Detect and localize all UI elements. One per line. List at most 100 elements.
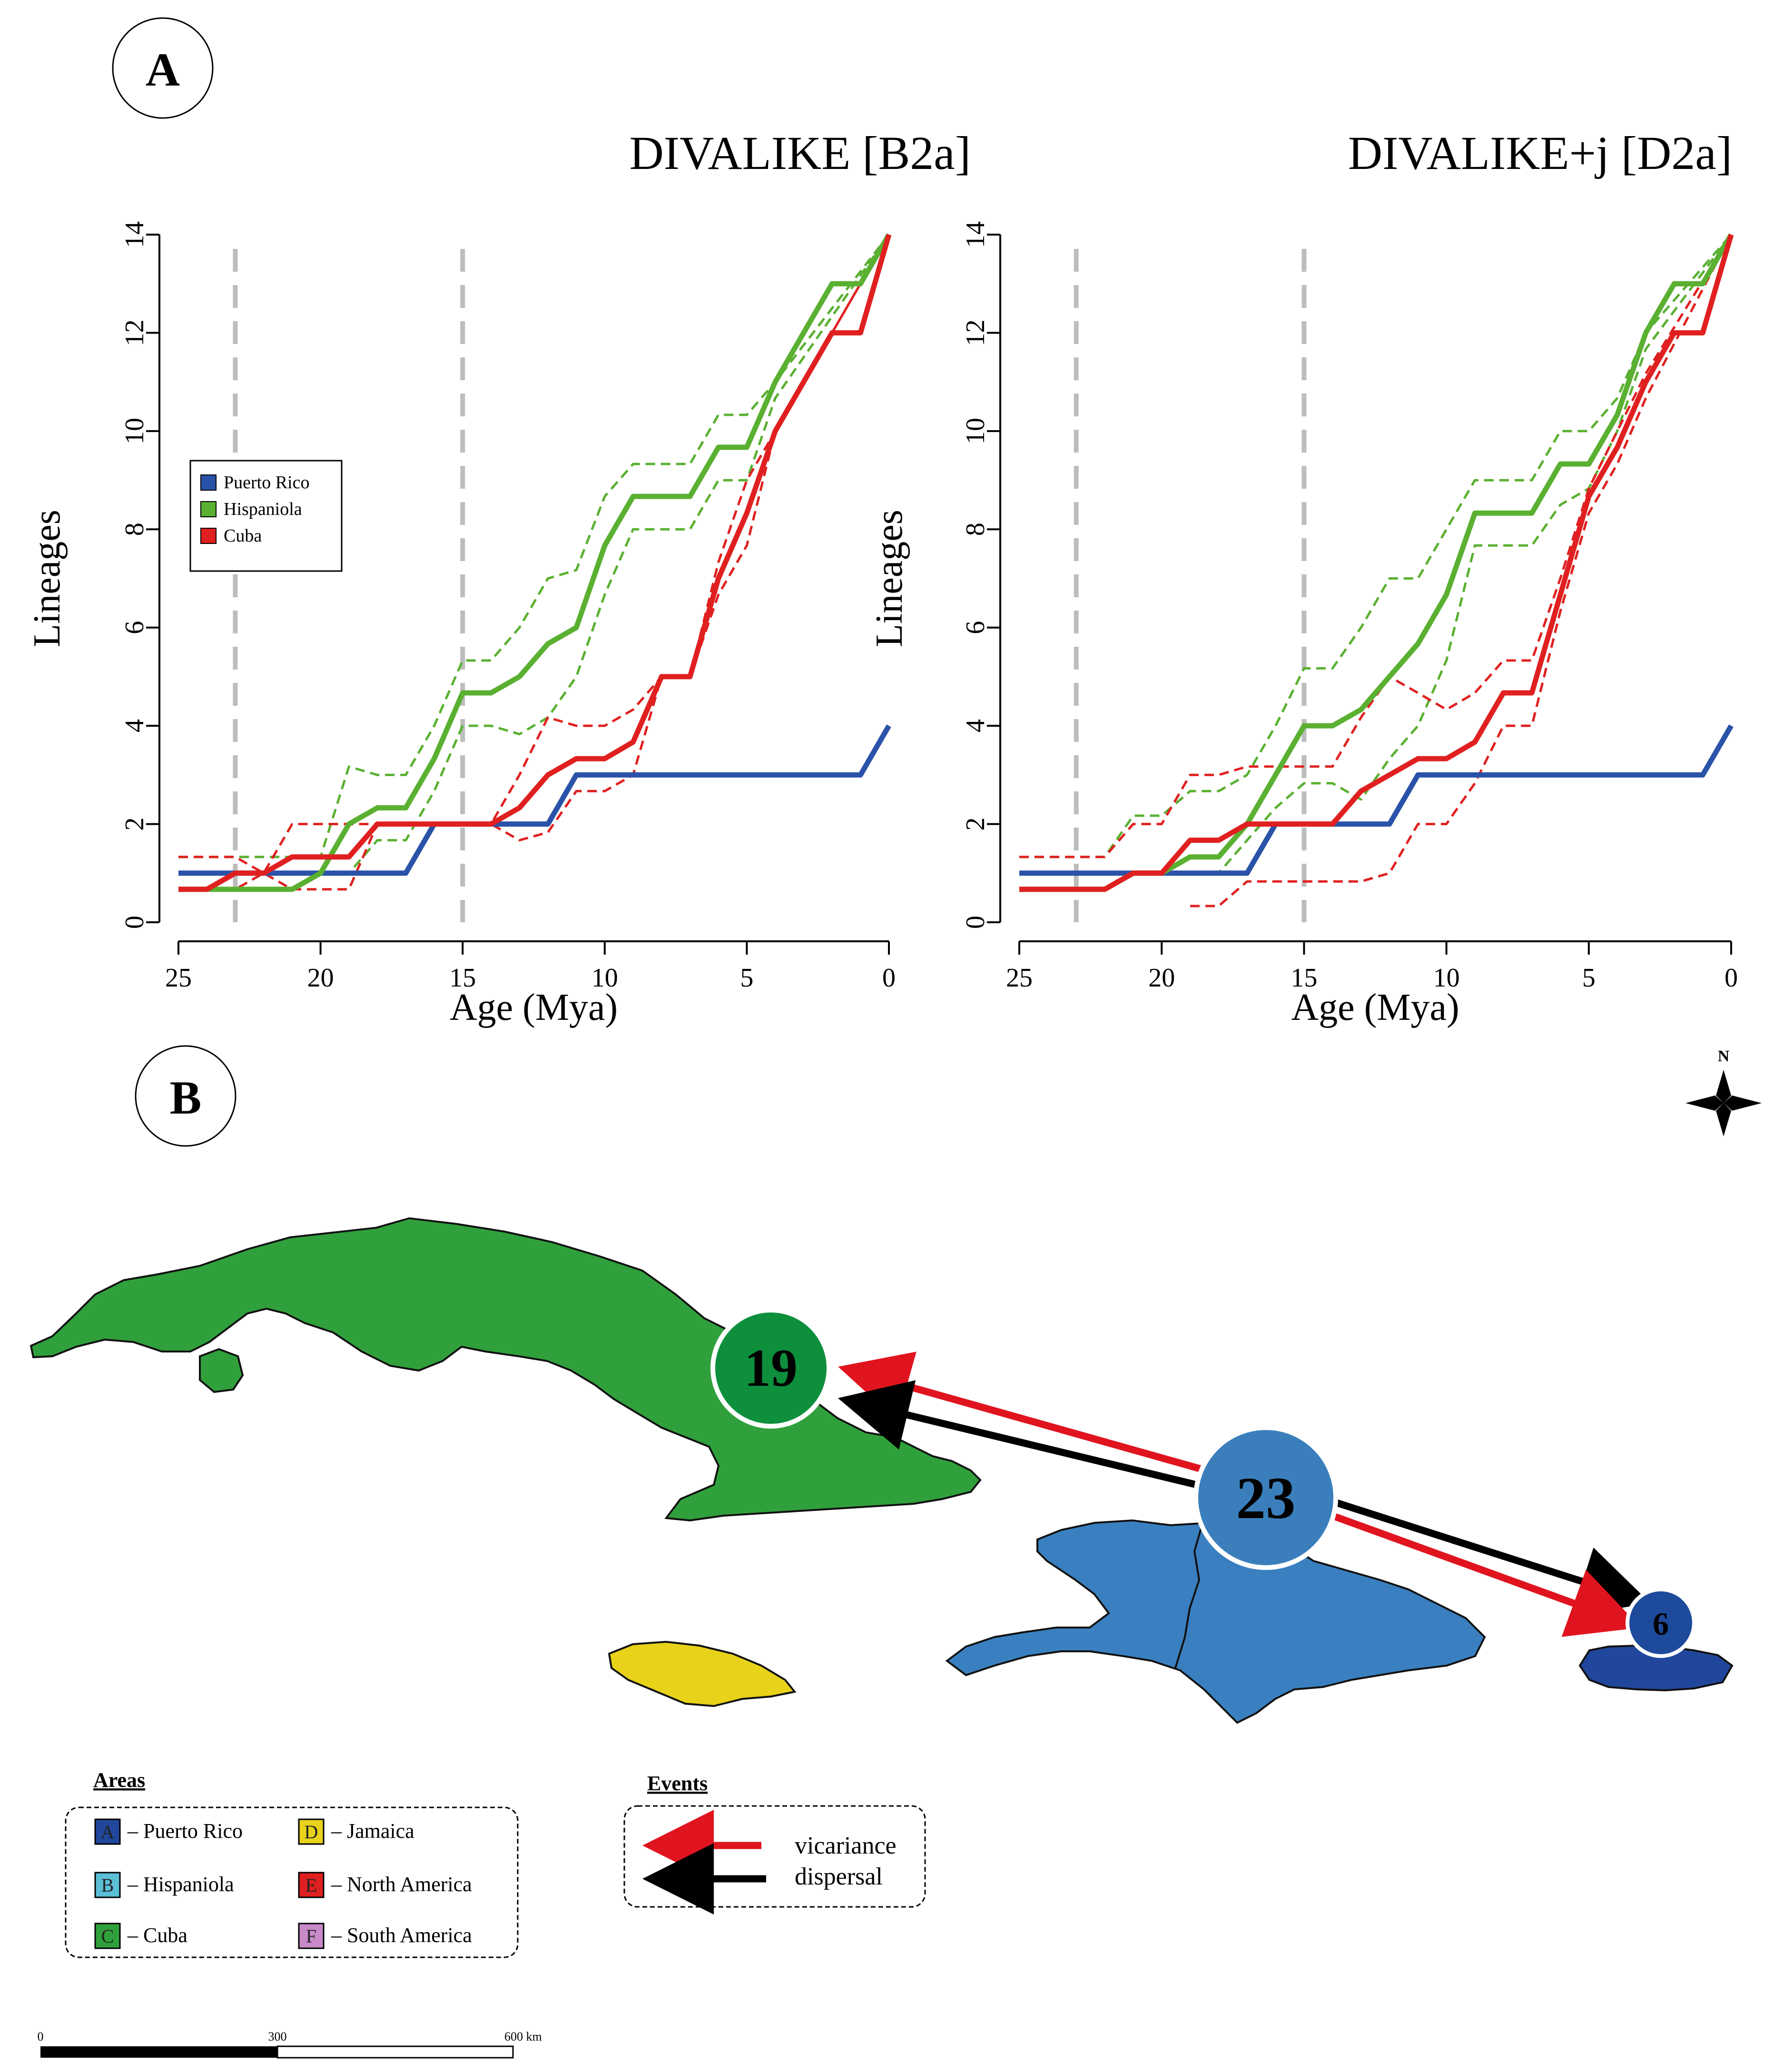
panel-label-a-circle <box>112 17 214 119</box>
area-legend-item: D – Jamaica <box>298 1818 414 1845</box>
series-line-cuba <box>178 234 892 892</box>
y-axis-label: Lineages <box>868 510 910 647</box>
x-tick-label: 5 <box>1582 963 1596 993</box>
y-tick-label: 12 <box>961 319 990 346</box>
x-tick-label: 15 <box>449 963 476 993</box>
x-tick-label: 0 <box>882 963 896 993</box>
area-legend-label: – Hispaniola <box>127 1873 234 1896</box>
series-line-hispaniola-ci-upper <box>178 234 890 858</box>
puerto-rico-node-label: 6 <box>1653 1606 1669 1642</box>
cuba-node-label: 19 <box>744 1339 798 1398</box>
area-legend-swatch <box>94 1872 121 1898</box>
areas-legend: Areas A – Puerto Rico D – Jamaica B – Hispani… <box>65 1768 519 1958</box>
area-legend-item: F – South America <box>298 1923 472 1949</box>
chart-divalike-j: DIVALIKE+j [D2a] 0 2 4 6 8 10 12 14 25 20 15 10 5 0 Age… <box>868 127 1738 1028</box>
areas-legend-box <box>65 1806 519 1958</box>
y-tick-label: 8 <box>120 523 149 536</box>
area-legend-item: A – Puerto Rico <box>94 1818 243 1845</box>
cuba-node: 19 <box>710 1308 831 1429</box>
vicariance-legend-label: vicariance <box>795 1832 897 1859</box>
series-line-hispaniola <box>1019 233 1734 892</box>
panel-label-b-circle <box>135 1045 237 1147</box>
area-legend-code: F <box>306 1925 316 1947</box>
y-tick-label: 4 <box>120 719 149 732</box>
vicariance-arrow-to-puerto-rico <box>1331 1512 1641 1637</box>
events-legend: Events vicariance dispersal <box>623 1772 926 1914</box>
x-axis-label: Age (Mya) <box>1291 987 1459 1028</box>
chart-legend-label: Puerto Rico <box>224 473 309 493</box>
series-line-puerto-rico <box>178 724 891 876</box>
cuba-island <box>30 1217 982 1522</box>
dispersal-legend-label: dispersal <box>795 1863 883 1890</box>
area-legend-swatch <box>94 1818 121 1845</box>
y-tick-label: 0 <box>120 916 149 929</box>
y-tick-label: 2 <box>961 818 990 831</box>
series-line-puerto-rico <box>1019 724 1734 876</box>
area-legend-code: D <box>305 1821 318 1843</box>
chart-divalike: DIVALIKE [B2a] 0 2 4 6 8 10 12 14 25 20 15 10 5 0 Age (… <box>26 127 971 1028</box>
north-label: N <box>1718 1047 1730 1065</box>
y-tick-label: 10 <box>120 418 149 444</box>
series-line-cuba <box>1019 234 1734 892</box>
scale-label-300: 300 <box>268 2030 287 2043</box>
area-legend-label: – North America <box>331 1873 472 1896</box>
area-legend-code: E <box>306 1875 317 1896</box>
area-legend-item: B – Hispaniola <box>94 1872 234 1898</box>
x-tick-label: 15 <box>1291 963 1317 993</box>
scale-bar-black <box>40 2046 277 2058</box>
area-legend-label: – Cuba <box>127 1924 187 1947</box>
isla-juventud <box>199 1348 244 1393</box>
area-legend-label: – Puerto Rico <box>127 1819 243 1843</box>
events-legend-title: Events <box>647 1772 708 1795</box>
panel-label-a: A <box>112 17 214 119</box>
area-legend-item: C – Cuba <box>94 1923 187 1949</box>
chart-legend-swatch <box>200 501 217 517</box>
area-legend-code: B <box>101 1875 114 1896</box>
hispaniola-node-label: 23 <box>1236 1466 1296 1531</box>
chart-legend-label: Cuba <box>224 526 262 546</box>
area-legend-code: C <box>101 1925 114 1947</box>
series-line-cuba-ci-upper <box>178 234 890 875</box>
dispersal-arrow-to-cuba <box>838 1380 1207 1491</box>
hispaniola-node: 23 <box>1193 1425 1338 1570</box>
scale-label-600: 600 km <box>504 2030 542 2043</box>
chart-legend: Puerto Rico Hispaniola Cuba <box>189 460 343 572</box>
x-tick-label: 20 <box>307 963 334 993</box>
y-tick-label: 4 <box>961 719 990 732</box>
y-axis-label: Lineages <box>26 510 68 647</box>
panel-label-b: B <box>135 1045 237 1147</box>
series-line-hispaniola-ci-upper <box>1019 234 1732 858</box>
panel-label-b-text: B <box>170 1071 202 1124</box>
y-tick-label: 2 <box>120 818 149 831</box>
area-legend-swatch <box>298 1818 325 1845</box>
x-axis-label: Age (Mya) <box>450 987 618 1028</box>
scale-bar-white <box>276 2045 514 2059</box>
chart-title: DIVALIKE [B2a] <box>630 127 971 179</box>
puerto-rico-node: 6 <box>1626 1588 1696 1658</box>
cuba-node-circle <box>710 1308 831 1429</box>
series-line-cuba-ci-upper <box>1019 234 1733 858</box>
jamaica-island <box>608 1640 797 1707</box>
haiti-dr-border <box>1174 1526 1202 1668</box>
area-legend-code: A <box>101 1821 115 1843</box>
north-arrow-icon: N <box>1685 1047 1762 1136</box>
area-legend-label: – Jamaica <box>331 1819 414 1843</box>
chart-legend-swatch <box>200 528 217 544</box>
y-tick-label: 6 <box>120 621 149 634</box>
scale-bar: 0 300 600 km <box>38 2030 542 2059</box>
chart-legend-label: Hispaniola <box>224 499 302 519</box>
caribbean-map: 19 23 6 <box>30 1217 1734 1724</box>
x-tick-label: 10 <box>1433 963 1460 993</box>
y-tick-label: 6 <box>961 621 990 634</box>
area-legend-swatch <box>94 1923 121 1949</box>
panel-label-a-text: A <box>146 43 180 96</box>
puerto-rico-node-circle <box>1626 1588 1696 1658</box>
area-legend-swatch <box>298 1872 325 1898</box>
series-line-hispaniola-ci-lower <box>1019 234 1733 891</box>
y-tick-label: 12 <box>120 319 149 346</box>
scale-label-0: 0 <box>38 2030 44 2043</box>
y-tick-label: 8 <box>961 523 990 536</box>
hispaniola-node-circle <box>1193 1425 1338 1570</box>
areas-legend-title: Areas <box>93 1768 145 1792</box>
